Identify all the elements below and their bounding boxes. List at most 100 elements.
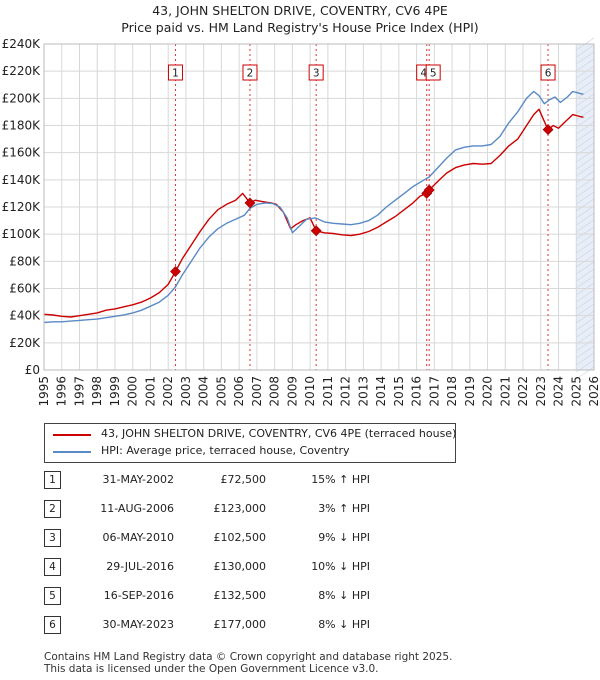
sale-date: 29-JUL-2016 xyxy=(106,560,174,573)
hatch-line xyxy=(576,135,595,149)
legend-label-hpi: HPI: Average price, terraced house, Cove… xyxy=(101,444,350,457)
sale-number-badge: 4 xyxy=(44,558,61,576)
legend-swatch-hpi xyxy=(53,451,91,453)
x-tick-label: 1999 xyxy=(108,376,122,407)
sale-point xyxy=(423,184,435,196)
hatch-line xyxy=(576,205,595,219)
sale-row: 5 16-SEP-2016 £132,500 8% ↓ HPI xyxy=(0,586,600,606)
hatch-line xyxy=(576,331,595,345)
y-tick-label: £100K xyxy=(2,227,42,241)
hatch-line xyxy=(576,219,595,233)
sale-price: £123,000 xyxy=(213,502,267,515)
x-tick-label: 2005 xyxy=(214,376,228,407)
plot-frame xyxy=(43,43,595,371)
x-tick-label: 1998 xyxy=(90,376,104,407)
x-tick-label: 2008 xyxy=(268,376,282,407)
sale-date: 30-MAY-2023 xyxy=(102,618,174,631)
hatch-line xyxy=(576,100,595,114)
hatch-line xyxy=(576,72,595,86)
sale-price: £177,000 xyxy=(213,618,267,631)
hatch-line xyxy=(576,121,595,135)
sale-marker-box xyxy=(425,64,441,81)
hatch-line xyxy=(576,107,595,121)
x-tick-label: 2001 xyxy=(143,376,157,407)
x-tick-label: 2010 xyxy=(303,376,317,407)
sale-row: 4 29-JUL-2016 £130,000 10% ↓ HPI xyxy=(0,557,600,577)
x-tick-label: 2007 xyxy=(250,376,264,407)
sale-number-badge: 2 xyxy=(44,500,61,518)
sale-price: £102,500 xyxy=(213,531,267,544)
x-tick-label: 2016 xyxy=(410,376,424,407)
x-tick-label: 2006 xyxy=(232,376,246,407)
footer-copyright: Contains HM Land Registry data © Crown c… xyxy=(44,651,453,663)
property-series-line xyxy=(43,108,584,318)
hatch-line xyxy=(576,275,595,289)
sale-row: 2 11-AUG-2006 £123,000 3% ↑ HPI xyxy=(0,499,600,519)
chart-legend: 43, JOHN SHELTON DRIVE, COVENTRY, CV6 4P… xyxy=(44,423,456,463)
hatch-line xyxy=(576,345,595,359)
y-tick-label: £120K xyxy=(2,200,42,214)
hatch-line xyxy=(576,303,595,317)
sale-row: 1 31-MAY-2002 £72,500 15% ↑ HPI xyxy=(0,470,600,490)
x-tick-label: 2009 xyxy=(285,376,299,407)
hatch-line xyxy=(576,317,595,331)
chart-title: 43, JOHN SHELTON DRIVE, COVENTRY, CV6 4P… xyxy=(152,3,448,18)
x-tick-label: 2013 xyxy=(356,376,370,407)
sale-number-badge: 6 xyxy=(44,616,61,634)
x-tick-label: 1995 xyxy=(37,376,51,407)
y-tick-label: £20K xyxy=(9,336,41,350)
sale-hpi-diff: 8% ↓ HPI xyxy=(318,589,370,602)
hatch-line xyxy=(576,156,595,170)
x-tick-label: 2000 xyxy=(126,376,140,407)
hatch-line xyxy=(576,65,595,79)
hatch-line xyxy=(576,240,595,254)
y-tick-label: £140K xyxy=(2,173,42,187)
sale-marker-box xyxy=(242,64,258,81)
hatch-line xyxy=(576,352,595,366)
y-tick-label: £80K xyxy=(9,254,41,268)
x-tick-label: 1996 xyxy=(55,376,69,407)
sale-hpi-diff: 9% ↓ HPI xyxy=(318,531,370,544)
sale-hpi-diff: 15% ↑ HPI xyxy=(311,473,370,486)
sale-marker-label: 4 xyxy=(420,68,427,80)
sale-number-badge: 3 xyxy=(44,529,61,547)
sale-date: 16-SEP-2016 xyxy=(103,589,174,602)
sale-hpi-diff: 10% ↓ HPI xyxy=(311,560,370,573)
sale-row: 3 06-MAY-2010 £102,500 9% ↓ HPI xyxy=(0,528,600,548)
hatch-line xyxy=(576,296,595,310)
chart-subtitle: Price paid vs. HM Land Registry's House … xyxy=(121,20,479,35)
sale-point xyxy=(170,266,181,277)
x-tick-label: 2020 xyxy=(481,376,495,407)
hatch-line xyxy=(576,170,595,184)
hatch-line xyxy=(576,163,595,177)
hatch-line xyxy=(576,79,595,93)
hatch-line xyxy=(576,58,595,72)
sale-marker-label: 5 xyxy=(430,68,437,80)
hatch-line xyxy=(576,128,595,142)
sale-row: 6 30-MAY-2023 £177,000 8% ↓ HPI xyxy=(0,615,600,635)
hatch-line xyxy=(576,338,595,352)
hatch-line xyxy=(576,268,595,282)
sale-hpi-diff: 3% ↑ HPI xyxy=(318,502,370,515)
hatch-line xyxy=(576,198,595,212)
sale-number-badge: 1 xyxy=(44,471,61,489)
hatch-line xyxy=(576,86,595,100)
hatch-line xyxy=(576,44,595,58)
x-tick-label: 2022 xyxy=(516,376,530,407)
x-tick-label: 2017 xyxy=(427,376,441,407)
hatch-line xyxy=(576,191,595,205)
hatch-line xyxy=(576,212,595,226)
hatch-line xyxy=(576,324,595,338)
hatch-line xyxy=(576,233,595,247)
legend-swatch-property xyxy=(53,434,91,436)
sale-marker-box xyxy=(167,64,183,81)
sale-marker-label: 1 xyxy=(172,68,179,80)
y-tick-label: £200K xyxy=(2,91,42,105)
x-tick-label: 2021 xyxy=(498,376,512,407)
x-tick-label: 2025 xyxy=(569,376,583,407)
hatch-line xyxy=(576,247,595,261)
sale-price: £132,500 xyxy=(213,589,267,602)
sale-price: £72,500 xyxy=(220,473,267,486)
x-tick-label: 2019 xyxy=(463,376,477,407)
sale-marker-box xyxy=(308,64,324,81)
